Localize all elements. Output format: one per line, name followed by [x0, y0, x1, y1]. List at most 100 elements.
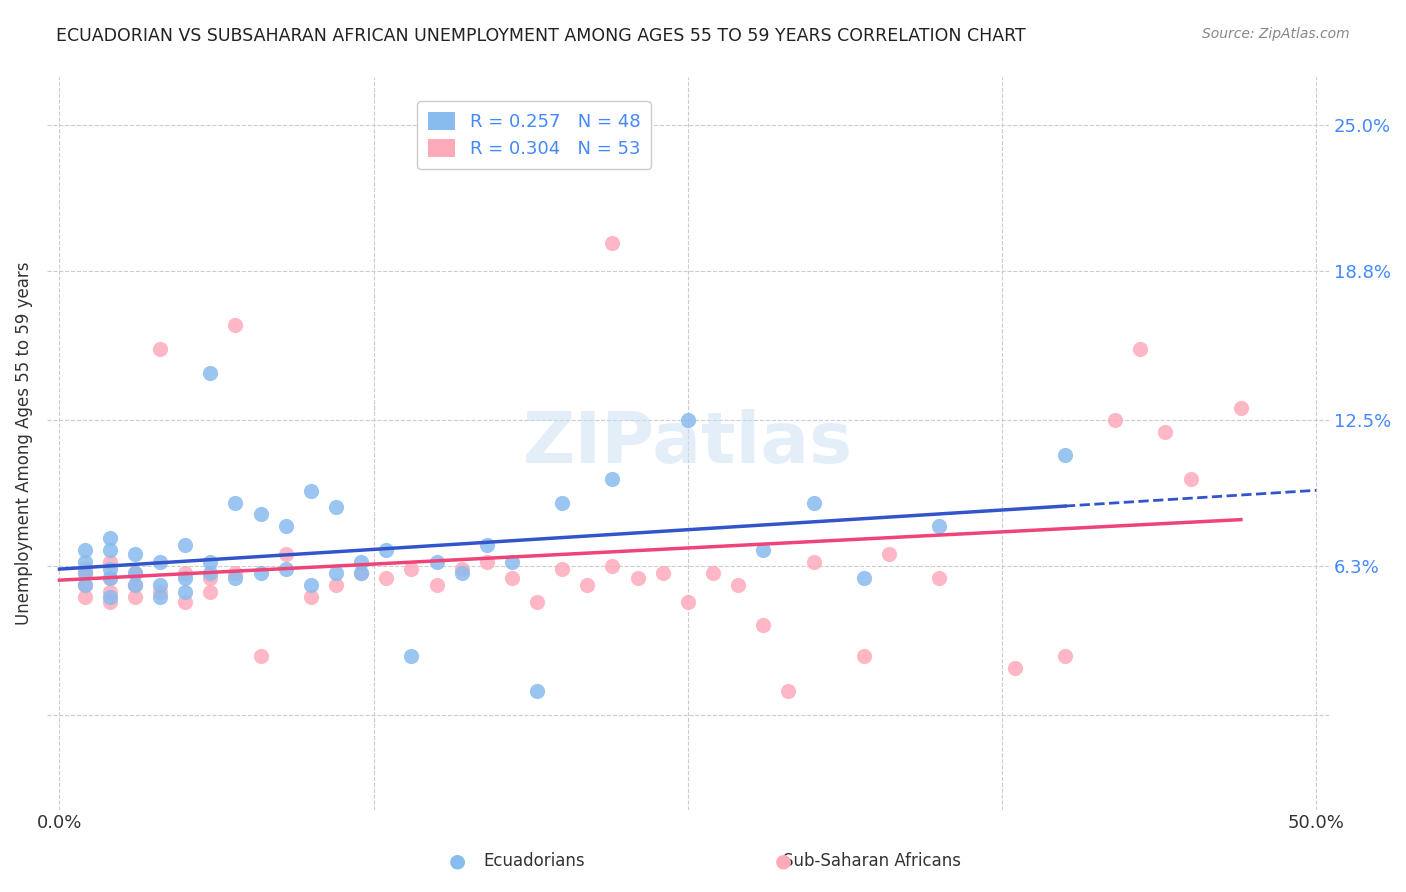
Point [224, 566, 246, 581]
Point [174, 538, 197, 552]
Point [852, 571, 875, 585]
Point [676, 595, 699, 609]
Point [98, 585, 121, 599]
Point [274, 548, 297, 562]
Point [274, 519, 297, 533]
Point [501, 555, 523, 569]
Point [224, 318, 246, 333]
Point [249, 648, 271, 663]
Point [526, 684, 548, 698]
Point [124, 578, 146, 592]
Text: Sub-Saharan Africans: Sub-Saharan Africans [783, 852, 960, 870]
Point [602, 472, 624, 486]
Point [149, 555, 172, 569]
Point [877, 548, 900, 562]
Point [1129, 342, 1152, 356]
Point [73, 542, 96, 557]
Point [350, 566, 373, 581]
Point [375, 542, 398, 557]
Point [350, 555, 373, 569]
Point [676, 413, 699, 427]
Point [551, 495, 574, 509]
Point [149, 578, 172, 592]
Point [425, 578, 447, 592]
Point [249, 508, 271, 522]
Text: Source: ZipAtlas.com: Source: ZipAtlas.com [1202, 27, 1350, 41]
Point [73, 578, 96, 592]
Point [1104, 413, 1126, 427]
Point [626, 571, 648, 585]
Point [1004, 661, 1026, 675]
Point [1053, 448, 1076, 462]
Point [200, 555, 222, 569]
Point [174, 566, 197, 581]
Point [852, 648, 875, 663]
Point [325, 566, 347, 581]
Point [450, 566, 472, 581]
Point [778, 684, 800, 698]
Point [1053, 648, 1076, 663]
Point [149, 585, 172, 599]
Point [124, 566, 146, 581]
Point [73, 590, 96, 604]
Point [224, 571, 246, 585]
Point [73, 566, 96, 581]
Point [576, 578, 599, 592]
Point [702, 566, 724, 581]
Point [73, 562, 96, 576]
Text: ●: ● [775, 851, 792, 871]
Point [299, 483, 322, 498]
Point [928, 519, 950, 533]
Point [401, 648, 423, 663]
Point [727, 578, 749, 592]
Text: Ecuadorians: Ecuadorians [484, 852, 585, 870]
Point [200, 566, 222, 581]
Point [200, 585, 222, 599]
Point [803, 555, 825, 569]
Point [200, 366, 222, 380]
Point [98, 542, 121, 557]
Point [149, 590, 172, 604]
Y-axis label: Unemployment Among Ages 55 to 59 years: Unemployment Among Ages 55 to 59 years [15, 261, 32, 625]
Point [651, 566, 673, 581]
Point [174, 595, 197, 609]
Point [602, 559, 624, 574]
Point [501, 571, 523, 585]
Point [325, 578, 347, 592]
Point [98, 531, 121, 545]
Point [73, 555, 96, 569]
Point [124, 566, 146, 581]
Point [249, 566, 271, 581]
Point [401, 562, 423, 576]
Point [752, 618, 775, 632]
Point [98, 562, 121, 576]
Point [224, 495, 246, 509]
Point [350, 566, 373, 581]
Point [928, 571, 950, 585]
Text: ECUADORIAN VS SUBSAHARAN AFRICAN UNEMPLOYMENT AMONG AGES 55 TO 59 YEARS CORRELAT: ECUADORIAN VS SUBSAHARAN AFRICAN UNEMPLO… [56, 27, 1026, 45]
Point [1154, 425, 1177, 439]
Point [73, 578, 96, 592]
Point [526, 595, 548, 609]
Point [98, 555, 121, 569]
Point [73, 566, 96, 581]
Point [551, 562, 574, 576]
Point [174, 585, 197, 599]
Point [124, 548, 146, 562]
Point [450, 562, 472, 576]
Point [425, 555, 447, 569]
Point [124, 578, 146, 592]
Point [200, 571, 222, 585]
Point [274, 562, 297, 576]
Point [299, 590, 322, 604]
Point [98, 571, 121, 585]
Point [803, 495, 825, 509]
Point [149, 342, 172, 356]
Point [124, 590, 146, 604]
Point [475, 555, 498, 569]
Point [174, 571, 197, 585]
Point [602, 235, 624, 250]
Point [98, 595, 121, 609]
Point [98, 571, 121, 585]
Point [98, 590, 121, 604]
